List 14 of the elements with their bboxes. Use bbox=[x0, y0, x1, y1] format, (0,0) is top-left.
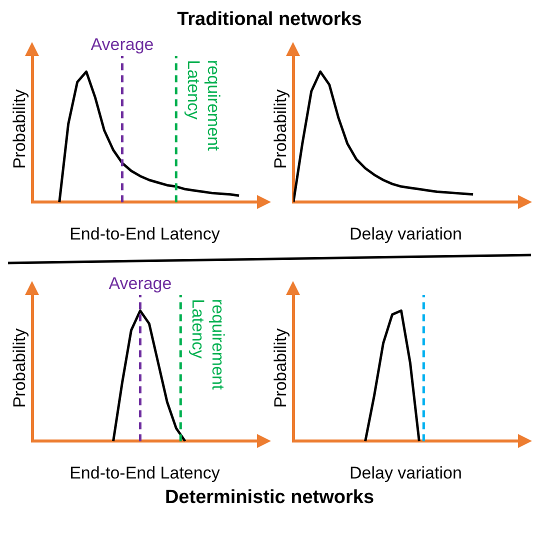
y-axis-title: Probability bbox=[10, 328, 29, 408]
y-axis-title: Probability bbox=[270, 328, 290, 408]
x-axis-title: Delay variation bbox=[349, 463, 462, 482]
y-axis-title: Probability bbox=[270, 88, 290, 169]
x-axis-title: End-to-End Latency bbox=[70, 463, 220, 482]
x-axis-title: Delay variation bbox=[349, 224, 462, 244]
chart-title: Traditional networks bbox=[176, 8, 363, 32]
annotation: Latency requirement bbox=[188, 299, 228, 390]
text: Deterministic networks bbox=[164, 486, 376, 510]
y-axis-title: Probability bbox=[10, 88, 29, 169]
x-axis-title: End-to-End Latency bbox=[70, 224, 220, 244]
annotation: Latency requirement bbox=[184, 60, 223, 151]
text: Average bbox=[108, 274, 172, 294]
text: Average bbox=[90, 35, 154, 54]
